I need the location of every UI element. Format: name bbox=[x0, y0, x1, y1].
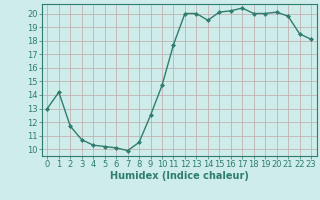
X-axis label: Humidex (Indice chaleur): Humidex (Indice chaleur) bbox=[110, 171, 249, 181]
